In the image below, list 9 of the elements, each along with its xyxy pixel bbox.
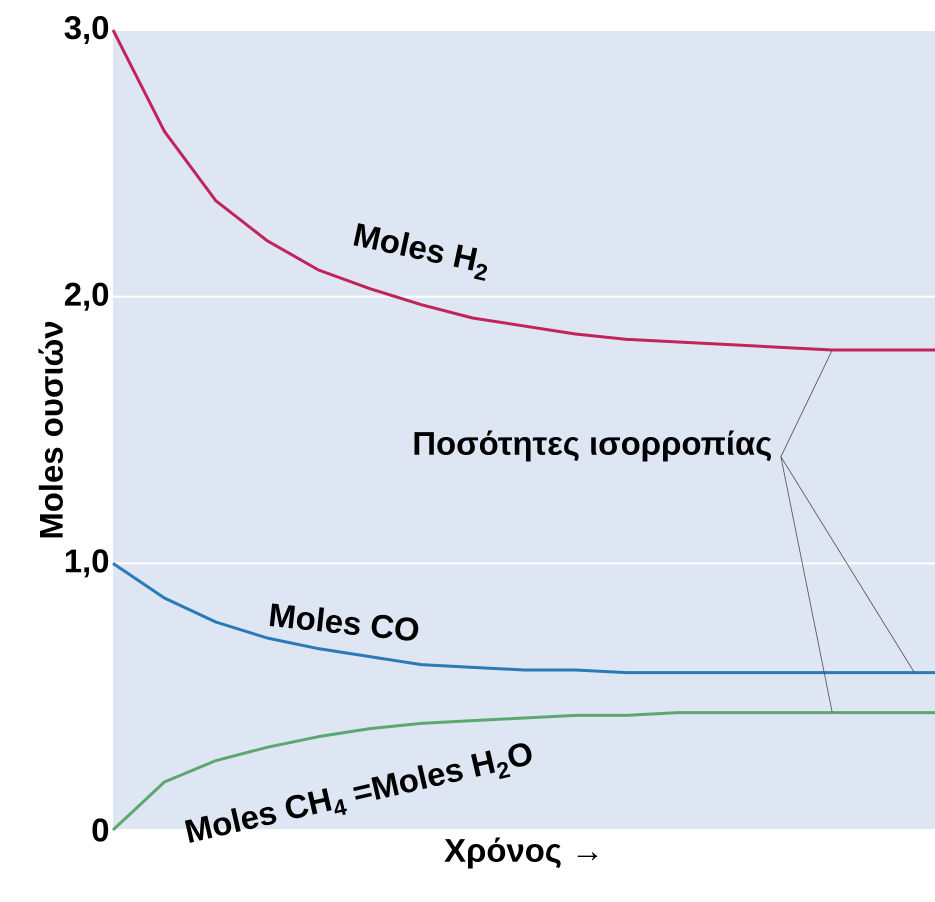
annotation: Ποσότητες ισορροπίας — [414, 430, 772, 462]
y-axis-title: Moles ουσιών — [38, 322, 63, 538]
y-tick-label: 0 — [92, 818, 108, 842]
text: Moles H$_{2}$ — [354, 223, 488, 281]
y-tick-label: 1,0 — [66, 549, 108, 578]
y-tick-label: 2,0 — [64, 282, 108, 311]
text: Moles CO — [270, 603, 418, 641]
x-axis-title: Χρόνος → — [444, 838, 598, 869]
y-tick-label: 3,0 — [64, 16, 108, 44]
